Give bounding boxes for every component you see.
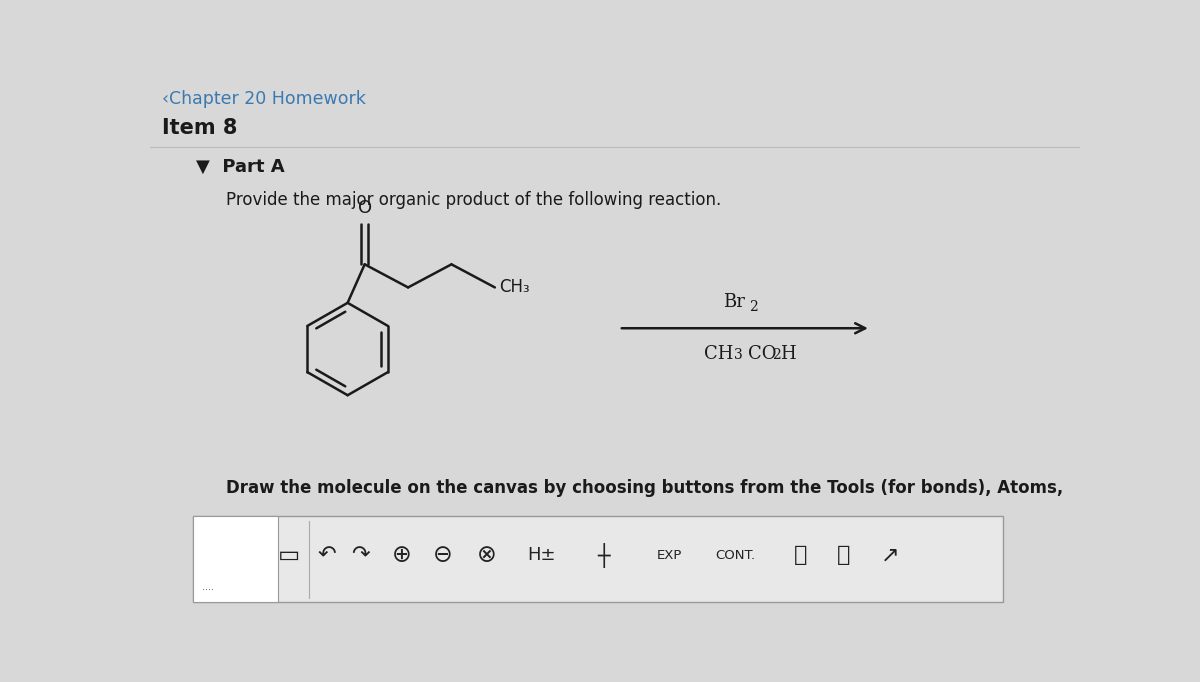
Text: ┼: ┼ bbox=[598, 543, 610, 568]
Text: ⊖: ⊖ bbox=[433, 544, 452, 567]
Text: Br: Br bbox=[722, 293, 745, 311]
Text: ↷: ↷ bbox=[352, 546, 370, 565]
Text: ‹Chapter 20 Homework: ‹Chapter 20 Homework bbox=[162, 90, 366, 108]
Text: Provide the major organic product of the following reaction.: Provide the major organic product of the… bbox=[226, 192, 721, 209]
Text: 2: 2 bbox=[772, 349, 781, 362]
FancyBboxPatch shape bbox=[193, 516, 278, 602]
Text: 2: 2 bbox=[749, 300, 757, 314]
Text: ⊕: ⊕ bbox=[392, 544, 412, 567]
Text: CO: CO bbox=[748, 345, 776, 364]
Text: ▼  Part A: ▼ Part A bbox=[197, 158, 286, 175]
Text: ⊗: ⊗ bbox=[478, 544, 497, 567]
Text: ....: .... bbox=[202, 582, 214, 592]
Text: EXP: EXP bbox=[656, 549, 682, 562]
Text: H±: H± bbox=[527, 546, 556, 565]
Text: Item 8: Item 8 bbox=[162, 118, 238, 138]
Text: CH: CH bbox=[704, 345, 733, 364]
Text: H: H bbox=[780, 345, 796, 364]
Text: Draw the molecule on the canvas by choosing buttons from the Tools (for bonds), : Draw the molecule on the canvas by choos… bbox=[226, 479, 1063, 496]
Text: ❓: ❓ bbox=[836, 546, 851, 565]
Text: ↗: ↗ bbox=[881, 546, 900, 565]
Text: 3: 3 bbox=[734, 349, 743, 362]
Text: CONT.: CONT. bbox=[715, 549, 755, 562]
Text: ▭: ▭ bbox=[278, 544, 301, 567]
Text: O: O bbox=[358, 199, 372, 218]
Text: ↶: ↶ bbox=[317, 546, 336, 565]
FancyBboxPatch shape bbox=[193, 516, 1002, 602]
Text: CH₃: CH₃ bbox=[499, 278, 529, 297]
Text: ⓘ: ⓘ bbox=[794, 546, 808, 565]
